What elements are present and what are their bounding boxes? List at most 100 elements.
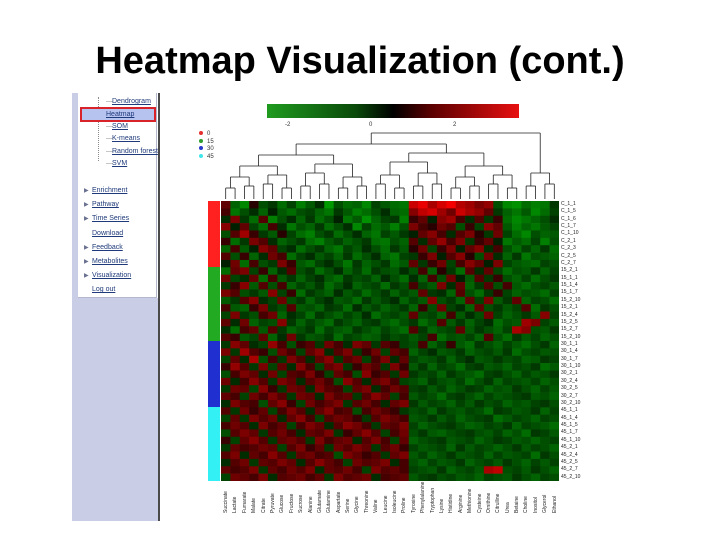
sidebar-item-dendrogram[interactable]: —Dendrogram — [106, 96, 151, 107]
heatmap-cell — [436, 237, 447, 246]
heatmap-cell — [399, 429, 410, 438]
sidebar-item-log-out[interactable]: Log out — [84, 284, 115, 295]
heatmap-cell — [530, 399, 541, 408]
heatmap-cell — [483, 230, 494, 239]
heatmap-cell — [296, 385, 306, 393]
heatmap-cell — [267, 451, 278, 460]
sidebar-item-time-series[interactable]: ▶ Time Series — [84, 213, 129, 224]
heatmap-cell — [267, 341, 278, 349]
heatmap-cell — [314, 259, 325, 268]
heatmap-cell — [314, 201, 325, 209]
sidebar-item-download[interactable]: Download — [84, 228, 123, 239]
sidebar-item-visualization[interactable]: ▶ Visualization — [84, 270, 131, 281]
heatmap-cell — [483, 318, 494, 327]
sidebar-item-heatmap[interactable]: Heatmap — [80, 107, 156, 122]
heatmap-cell — [465, 237, 475, 246]
heatmap-cell — [296, 341, 306, 349]
sidebar-item-enrichment[interactable]: ▶ Enrichment — [84, 185, 127, 196]
heatmap-cell — [465, 436, 475, 445]
heatmap-cell — [361, 208, 372, 217]
heatmap-cell — [465, 333, 475, 342]
heatmap-cell — [380, 208, 391, 217]
heatmap-cell — [267, 333, 278, 342]
sidebar-item-feedback[interactable]: ▶ Feedback — [84, 242, 123, 253]
heatmap-cell — [296, 414, 306, 423]
heatmap-cell — [493, 237, 503, 246]
heatmap-cell — [512, 422, 522, 430]
heatmap-cell — [465, 414, 475, 423]
heatmap-cell — [512, 392, 522, 401]
heatmap-cell — [436, 333, 447, 342]
sidebar-item-label: K-means — [112, 135, 141, 143]
heatmap-cell — [530, 348, 541, 357]
heatmap-cell — [408, 215, 419, 224]
heatmap-cell — [465, 311, 475, 320]
heatmap-cell — [343, 466, 353, 474]
heatmap-cell — [249, 407, 259, 415]
heatmap-cell — [221, 466, 231, 474]
heatmap-cell — [418, 252, 428, 261]
heatmap-cell — [286, 399, 297, 408]
heatmap-cell — [324, 355, 334, 364]
heatmap-cell — [296, 422, 306, 430]
heatmap-cell — [512, 436, 522, 445]
heatmap-cell — [446, 304, 457, 312]
heatmap-cell — [455, 458, 466, 467]
heatmap-cell — [324, 259, 334, 268]
sidebar-item-k-means[interactable]: —K-means — [106, 133, 140, 144]
heatmap-cell — [361, 370, 372, 379]
heatmap-cell — [549, 399, 559, 408]
heatmap-cell — [380, 399, 391, 408]
heatmap-cell — [324, 333, 334, 342]
heatmap-cell — [455, 326, 466, 334]
heatmap-cell — [380, 355, 391, 364]
heatmap-cell — [390, 230, 400, 239]
heatmap-cell — [277, 296, 288, 305]
heatmap-cell — [446, 466, 457, 474]
heatmap-cell — [436, 311, 447, 320]
column-label: Choline — [523, 496, 530, 513]
heatmap-cell — [333, 370, 344, 379]
heatmap-cell — [249, 201, 259, 209]
heatmap-cell — [230, 466, 241, 474]
heatmap-cell — [549, 422, 559, 430]
heatmap-cell — [324, 407, 334, 415]
heatmap-cell — [286, 466, 297, 474]
heatmap-cell — [258, 201, 269, 209]
heatmap-cell — [427, 259, 438, 268]
heatmap-cell — [267, 215, 278, 224]
heatmap-cell — [239, 392, 250, 401]
pane-divider[interactable] — [158, 93, 160, 521]
heatmap-cell — [502, 289, 513, 298]
heatmap-cell — [230, 444, 241, 452]
heatmap-cell — [502, 245, 513, 253]
sidebar-item-svm[interactable]: —SVM — [106, 158, 127, 169]
heatmap-cell — [549, 201, 559, 209]
heatmap-cell — [502, 370, 513, 379]
heatmap-cell — [446, 458, 457, 467]
heatmap-cell — [286, 230, 297, 239]
heatmap-cell — [314, 296, 325, 305]
heatmap-cell — [502, 208, 513, 217]
heatmap-cell — [493, 333, 503, 342]
heatmap-cell — [324, 422, 334, 430]
heatmap-cell — [352, 230, 363, 239]
heatmap-cell — [314, 318, 325, 327]
heatmap-cell — [399, 259, 410, 268]
heatmap-cell — [343, 414, 353, 423]
heatmap-cell — [399, 451, 410, 460]
heatmap-cell — [408, 473, 419, 481]
sidebar-item-metabolites[interactable]: ▶ Metabolites — [84, 256, 128, 267]
sidebar-item-som[interactable]: —SOM — [106, 121, 128, 132]
heatmap-cell — [249, 230, 259, 239]
sidebar-item-pathway[interactable]: ▶ Pathway — [84, 199, 119, 210]
heatmap-cell — [352, 414, 363, 423]
legend-swatch — [199, 146, 203, 151]
heatmap-cell — [408, 304, 419, 312]
heatmap-cell — [540, 333, 550, 342]
heatmap-cell — [296, 282, 306, 290]
row-label: 45_2_5 — [561, 458, 578, 465]
sidebar-item-random-forest[interactable]: —Random forest — [106, 146, 158, 157]
heatmap-cell — [512, 208, 522, 217]
row-label: 15_2_4 — [561, 311, 578, 318]
